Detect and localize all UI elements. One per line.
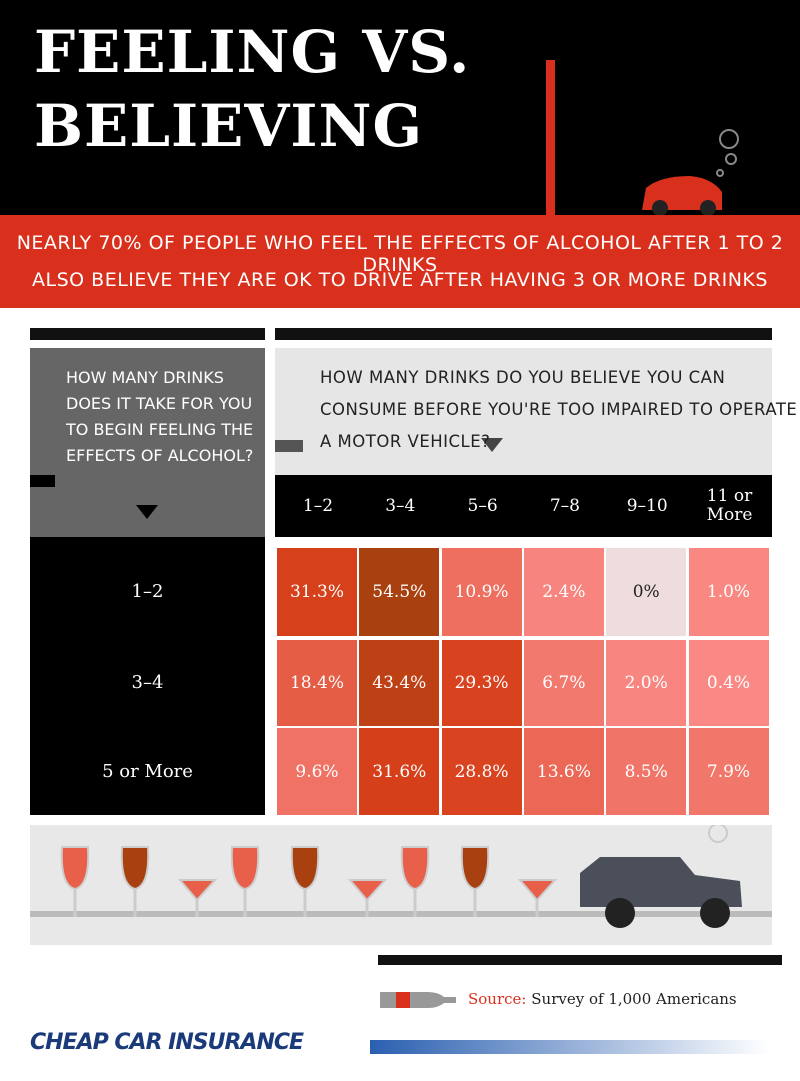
column-header: HOW MANY DRINKS DO YOU BELIEVE YOU CAN <box>320 368 726 387</box>
column-label: 3–4 <box>385 495 416 516</box>
cell: 31.6% <box>359 728 440 815</box>
cell: 31.3% <box>277 548 357 636</box>
bubble <box>716 169 724 177</box>
pole <box>546 60 555 215</box>
cell: 29.3% <box>441 640 522 726</box>
suv <box>580 857 742 907</box>
cell: 18.4% <box>277 640 357 726</box>
cell: 10.9% <box>441 548 522 636</box>
cell: 28.8% <box>441 728 522 815</box>
wheel <box>700 200 716 215</box>
subtitle-band <box>0 215 800 308</box>
cell: 0.4% <box>688 640 769 726</box>
column-label: 11 or More <box>706 486 753 525</box>
divider <box>378 955 782 965</box>
column-label: 5–6 <box>467 495 498 516</box>
source-text: Survey of 1,000 Americans <box>531 990 737 1008</box>
cell: 7.9% <box>688 728 769 815</box>
row-header: HOW MANY DRINKS <box>66 368 224 387</box>
title: FEELING VS. <box>34 18 471 86</box>
bottle-label <box>396 992 410 1008</box>
column-label-band <box>275 475 772 537</box>
column-label: 9–10 <box>626 495 668 516</box>
cell: 2.4% <box>523 548 604 636</box>
row-label-box <box>30 537 265 815</box>
row-header: EFFECTS OF ALCOHOL? <box>66 446 254 465</box>
marker <box>275 440 303 452</box>
cell: 13.6% <box>523 728 604 815</box>
glasses <box>60 846 558 902</box>
bottle <box>380 992 456 1008</box>
divider <box>30 328 265 340</box>
column-label: 7–8 <box>549 495 580 516</box>
column-label: 1–2 <box>302 495 334 516</box>
arrow <box>136 505 158 519</box>
row-label: 3–4 <box>131 672 164 693</box>
row-header: DOES IT TAKE FOR YOU <box>66 394 253 413</box>
bubble <box>708 825 728 843</box>
stems <box>73 889 539 917</box>
wheel <box>700 898 730 928</box>
source-label: Source: <box>468 990 527 1008</box>
column-header: A MOTOR VEHICLE? <box>320 432 491 451</box>
wheel <box>652 200 668 215</box>
arrows <box>136 438 503 519</box>
bubble <box>725 153 737 165</box>
cell: 6.7% <box>523 640 604 726</box>
wheel <box>605 898 635 928</box>
illustration <box>30 825 772 945</box>
divider <box>275 328 772 340</box>
row-label: 1–2 <box>131 581 164 602</box>
bubble <box>719 129 739 149</box>
source: Source: Survey of 1,000 Americans <box>468 990 737 1008</box>
row-header: TO BEGIN FEELING THE <box>66 420 254 439</box>
road <box>30 911 772 917</box>
subtitle: ALSO BELIEVE THEY ARE OK TO DRIVE AFTER … <box>32 269 768 291</box>
column-header: CONSUME BEFORE YOU'RE TOO IMPAIRED TO OP… <box>320 400 798 419</box>
cell: 8.5% <box>606 728 687 815</box>
cell: 0% <box>606 548 687 636</box>
subtitle: NEARLY 70% OF PEOPLE WHO FEEL THE EFFECT… <box>16 232 784 276</box>
cell: 54.5% <box>359 548 440 636</box>
marker <box>30 475 55 487</box>
brand-bar <box>370 1040 770 1054</box>
brand: CHEAP CAR INSURANCE <box>30 1030 304 1055</box>
column-header-box <box>275 348 772 475</box>
title: BELIEVING <box>34 92 424 160</box>
header-art <box>546 60 739 215</box>
cell: 9.6% <box>277 728 357 815</box>
arrow <box>481 438 503 452</box>
cell: 1.0% <box>688 548 769 636</box>
cell: 2.0% <box>606 640 687 726</box>
cell: 43.4% <box>359 640 440 726</box>
row-label: 5 or More <box>102 760 193 782</box>
bottle-body <box>380 992 456 1008</box>
